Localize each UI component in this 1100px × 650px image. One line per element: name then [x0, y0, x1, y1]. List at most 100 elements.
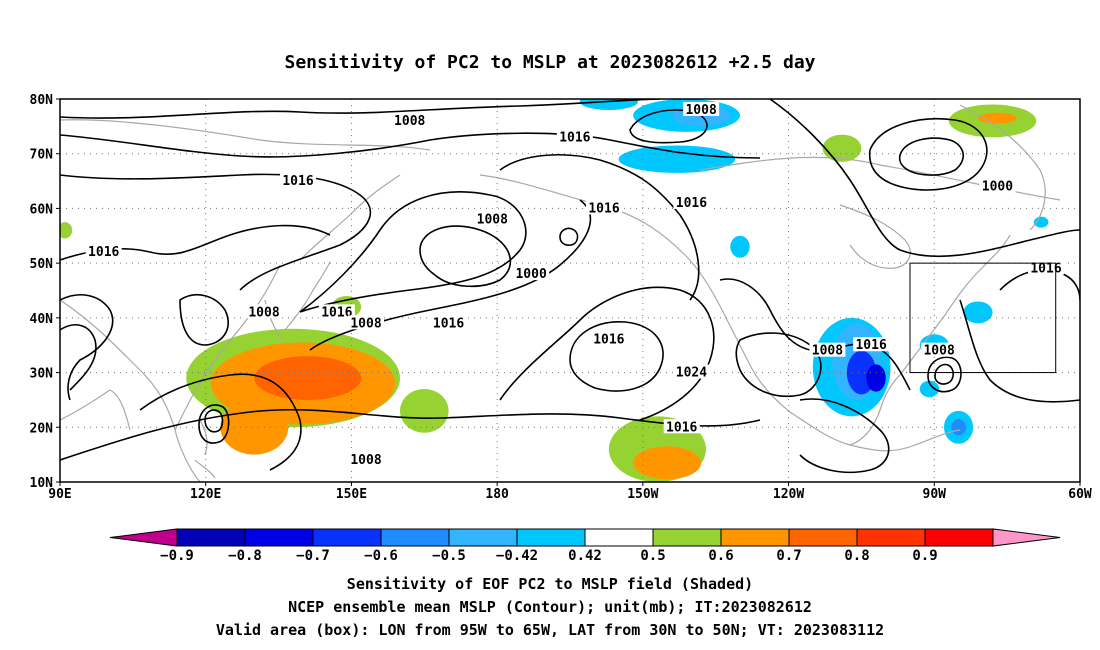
contour-label-background	[586, 200, 622, 215]
longitude-tick-label: 90E	[48, 487, 71, 502]
siberia-coastline	[60, 119, 431, 151]
mslp-contour-line	[559, 227, 579, 246]
contour-label: 1008	[812, 344, 843, 359]
longitude-tick-label: 150E	[336, 487, 367, 502]
contour-label-background	[853, 337, 890, 352]
mslp-contour-line	[60, 99, 661, 119]
mslp-contour-line	[204, 409, 224, 433]
mslp-contour-line	[629, 109, 708, 144]
contour-label: 1016	[593, 333, 624, 348]
latitude-tick-labels: 80N 70N 60N 50N 40N 30N 20N 10N	[30, 93, 60, 491]
mslp-contour-line	[499, 286, 715, 421]
contour-labels: 1008 1008 1016 1016 1016 1008 1016 1008 1000 1016…	[85, 101, 1100, 468]
colorbar-tick-label: 0.9	[912, 548, 937, 564]
contour-label-background	[391, 112, 428, 127]
colorbar-tick-label: 0.5	[640, 548, 665, 564]
colorbar-swatch	[788, 528, 858, 547]
longitude-tick-label: 150W	[627, 487, 658, 502]
mslp-contour-line	[769, 99, 1080, 258]
sensitivity-shading	[60, 99, 1049, 482]
latitude-tick-label: 30N	[30, 367, 54, 382]
contour-label: 1016	[321, 305, 352, 320]
contour-label: 1000	[982, 180, 1013, 195]
contour-label-background	[673, 364, 710, 379]
latitude-tick-label: 10N	[30, 476, 54, 491]
contour-label: 1016	[433, 316, 464, 331]
mslp-contour-line	[60, 324, 97, 391]
valid-area-box	[909, 262, 1057, 374]
contour-label: 1000	[515, 267, 546, 282]
korea-japan-coastline	[264, 261, 331, 341]
contour-label-background	[921, 342, 958, 357]
contour-label: 1008	[248, 305, 279, 320]
mslp-contour-line	[959, 299, 1080, 403]
shaded-region	[60, 222, 73, 239]
contour-label-background	[683, 101, 720, 116]
mslp-contour-line	[60, 173, 372, 291]
contour-label: 1016	[282, 174, 313, 189]
mslp-contour-line	[735, 332, 822, 397]
contour-label: 1008	[350, 453, 381, 468]
shaded-region	[866, 364, 886, 392]
contour-label: 1016	[588, 201, 619, 216]
longitude-tick-label: 120W	[773, 487, 804, 502]
caption-line-1: Sensitivity of EOF PC2 to MSLP field (Sh…	[347, 575, 753, 593]
colorbar-tick-label: −0.9	[160, 548, 194, 564]
mslp-contour-line	[927, 356, 962, 393]
contour-label-background	[556, 129, 593, 144]
figure-title: Sensitivity of PC2 to MSLP at 2023082612…	[284, 52, 815, 73]
mslp-contour-line	[139, 373, 302, 471]
colorbar-swatch	[312, 528, 382, 547]
hudson-bay-coastline	[839, 204, 911, 269]
contour-label-background	[246, 304, 282, 319]
contour-label: 1008	[477, 212, 508, 227]
na-east-coastline	[899, 234, 1011, 376]
contour-label-background	[1076, 233, 1080, 248]
colorbar-tick-label: −0.42	[496, 548, 538, 564]
mslp-contour-line	[999, 269, 1080, 301]
shaded-region	[951, 419, 966, 436]
captions: Sensitivity of EOF PC2 to MSLP field (Sh…	[216, 575, 884, 639]
contour-label: 1008	[685, 103, 716, 118]
colorbar-low-extension	[109, 528, 178, 547]
latitude-tick-label: 60N	[30, 202, 54, 217]
latitude-tick-label: 40N	[30, 312, 54, 327]
colorbar-tick-label: 0.6	[708, 548, 733, 564]
mslp-contour-line	[934, 363, 955, 385]
colorbar-swatch	[244, 528, 314, 547]
longitude-tick-label: 120E	[190, 487, 221, 502]
contour-label-background	[474, 211, 511, 226]
kamchatka-coastline	[299, 174, 401, 261]
caption-line-3: Valid area (box): LON from 95W to 65W, L…	[216, 621, 884, 639]
caption-line-2: NCEP ensemble mean MSLP (Contour); unit(…	[288, 598, 812, 616]
colorbar-swatch	[380, 528, 450, 547]
indochina-coastline	[60, 389, 131, 431]
colorbar-tick-label: −0.8	[228, 548, 262, 564]
mslp-contour-line	[198, 404, 230, 444]
colorbar-tick-label: 0.7	[776, 548, 801, 564]
mslp-contour-line	[898, 137, 964, 176]
colorbar-tick-label: −0.6	[364, 548, 398, 564]
shaded-region	[220, 399, 289, 455]
colorbar-swatch	[176, 528, 246, 547]
contour-label-background	[348, 452, 384, 467]
contour-label-background	[979, 178, 1016, 193]
lat-lon-grid	[60, 99, 1080, 482]
colorbar-swatch	[652, 528, 722, 547]
contour-label-background	[318, 304, 355, 319]
colorbar-swatch	[856, 528, 926, 547]
mslp-contour-line	[868, 117, 988, 191]
contour-label: 1024	[676, 366, 707, 381]
contour-label-background	[673, 194, 710, 209]
colorbar-swatch	[448, 528, 518, 547]
contour-label-background	[1028, 260, 1064, 275]
longitude-tick-label: 90W	[923, 487, 947, 502]
latitude-tick-label: 80N	[30, 93, 54, 108]
mslp-contour-line	[60, 294, 114, 401]
contour-label: 1008	[394, 114, 425, 129]
contour-label: 1016	[676, 196, 707, 211]
latitude-tick-label: 20N	[30, 421, 54, 436]
contour-label: 1008	[1079, 234, 1100, 249]
contour-label-background	[513, 266, 550, 281]
shaded-region	[400, 388, 449, 433]
